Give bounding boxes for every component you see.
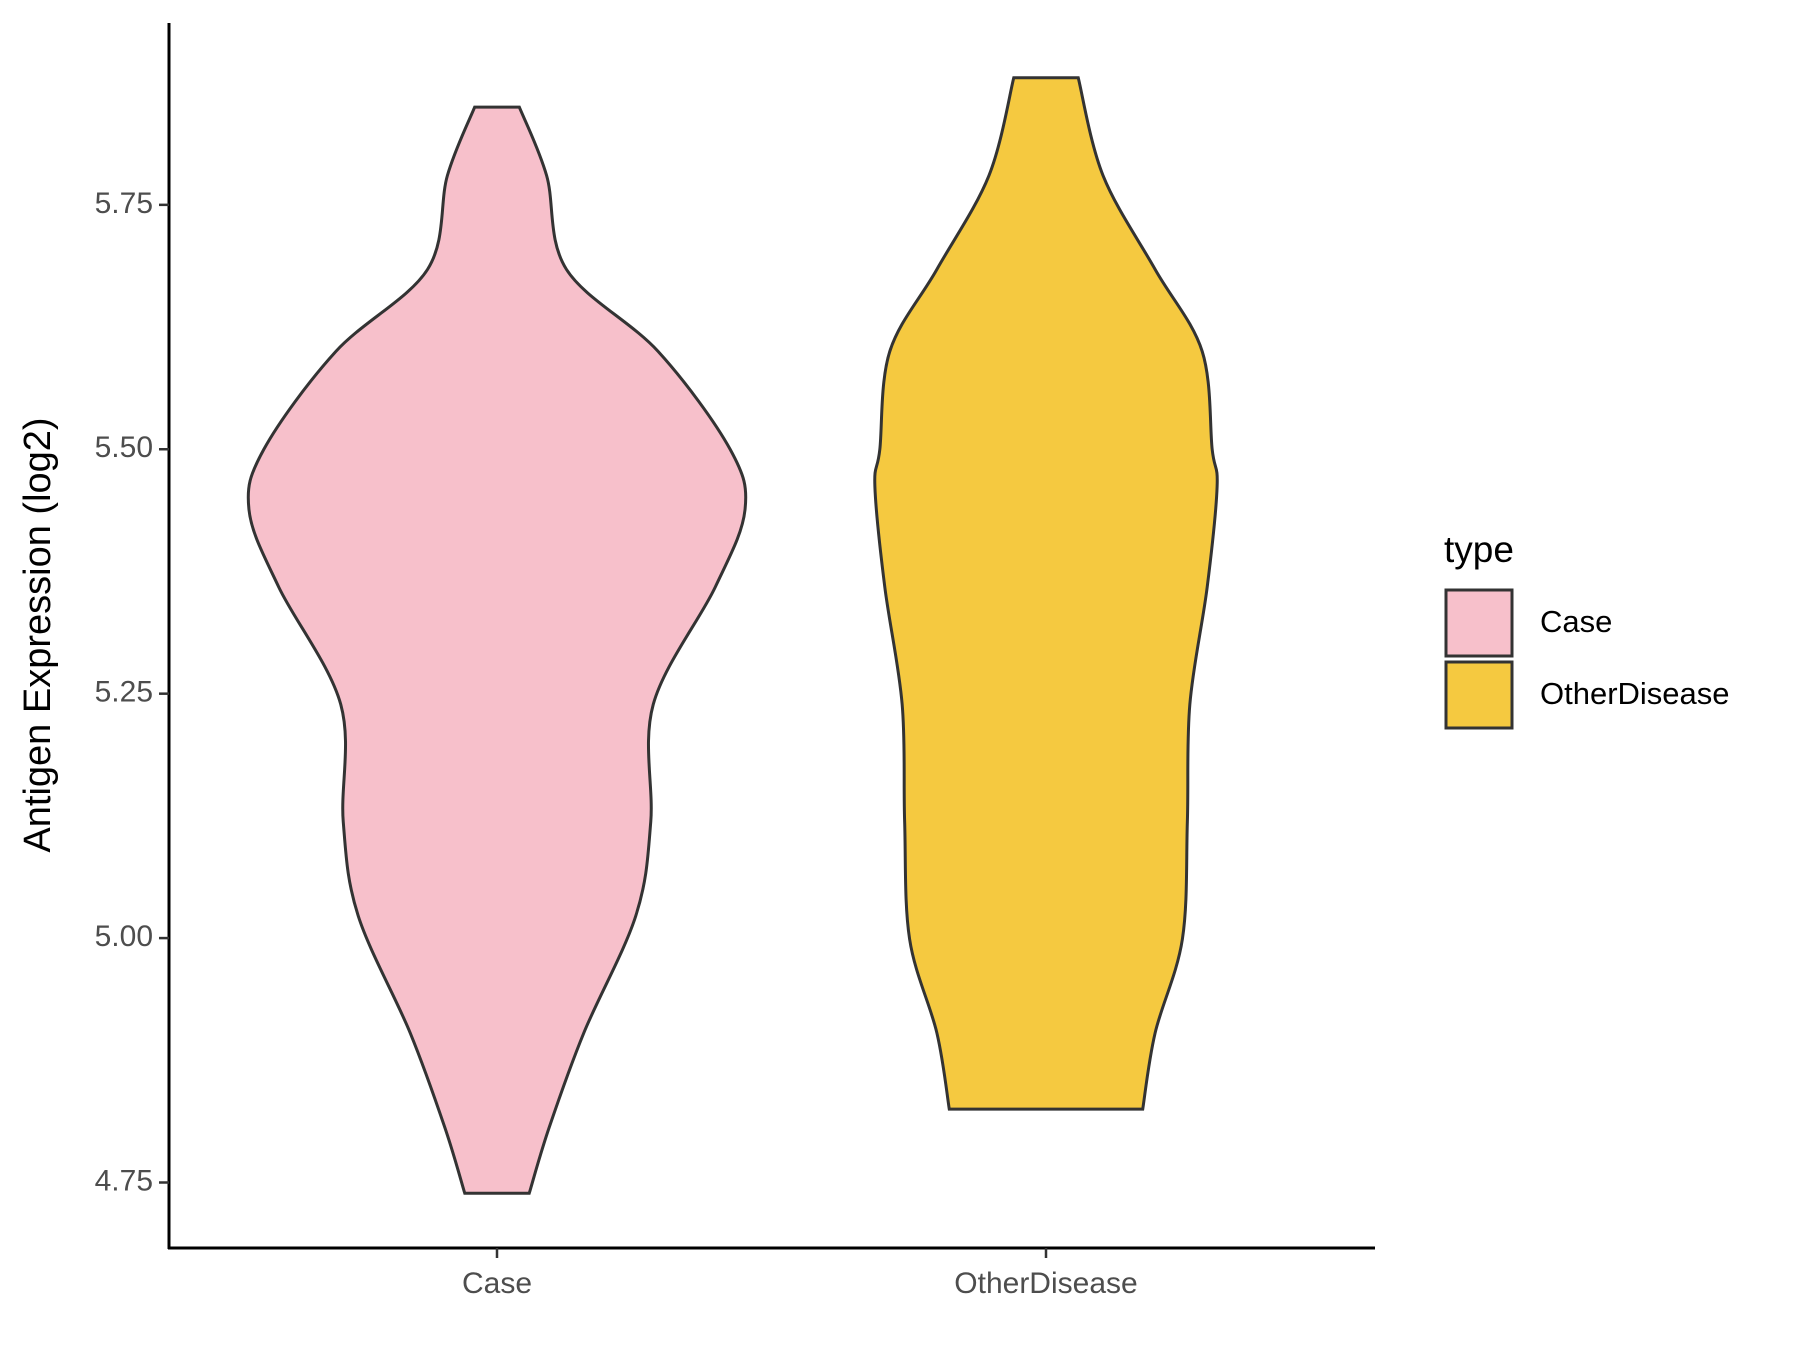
y-axis-title: Antigen Expression (log2) bbox=[17, 417, 59, 852]
x-tick-label: Case bbox=[462, 1267, 532, 1300]
violin bbox=[246, 105, 748, 1195]
legend-label: OtherDisease bbox=[1540, 676, 1730, 711]
y-tick-label: 5.00 bbox=[95, 920, 153, 953]
y-tick-label: 5.75 bbox=[95, 187, 153, 220]
violin bbox=[873, 76, 1219, 1111]
legend-title: type bbox=[1444, 529, 1514, 570]
legend-label: Case bbox=[1540, 604, 1612, 639]
y-tick-label: 4.75 bbox=[95, 1164, 153, 1197]
x-tick-label: OtherDisease bbox=[954, 1267, 1137, 1300]
legend-swatch bbox=[1444, 588, 1514, 658]
legend-swatch bbox=[1444, 660, 1514, 730]
y-tick-label: 5.25 bbox=[95, 676, 153, 709]
y-tick-label: 5.50 bbox=[95, 431, 153, 464]
